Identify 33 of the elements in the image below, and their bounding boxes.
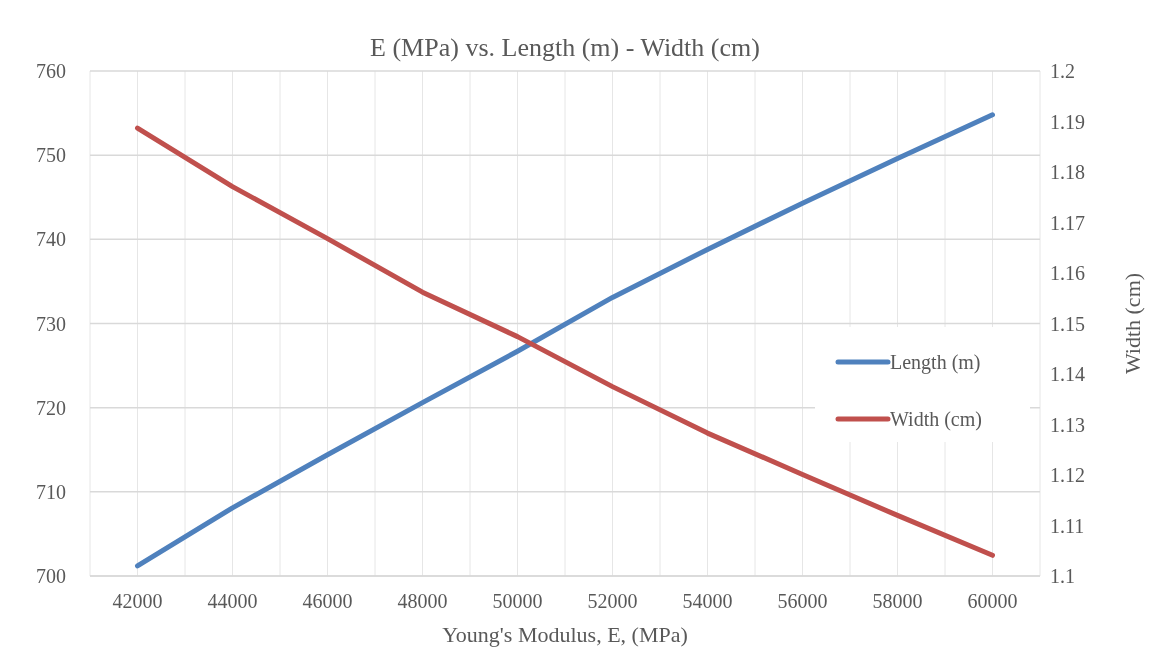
chart-title: E (MPa) vs. Length (m) - Width (cm): [370, 33, 760, 62]
y-tick-label: 740: [36, 228, 66, 251]
x-tick-label: 50000: [492, 590, 543, 612]
x-tick-label: 58000: [872, 590, 923, 612]
y2-axis-title: Width (cm): [1120, 272, 1145, 375]
x-tick-label: 54000: [682, 590, 733, 612]
x-tick-label: 52000: [587, 590, 638, 612]
y2-tick-label: 1.2: [1050, 60, 1075, 82]
x-tick-label: 44000: [207, 590, 258, 612]
legend-label: Width (cm): [890, 408, 982, 431]
y-tick-label: 720: [36, 396, 66, 419]
y2-tick-label: 1.14: [1050, 363, 1085, 385]
y2-tick-label: 1.18: [1050, 161, 1085, 183]
y2-tick-label: 1.17: [1050, 211, 1085, 234]
x-tick-label: 48000: [397, 590, 448, 612]
y2-tick-label: 1.15: [1050, 312, 1085, 335]
y2-tick-label: 1.1: [1050, 565, 1075, 587]
y2-tick-label: 1.13: [1050, 413, 1085, 436]
x-axis-title: Young's Modulus, E, (MPa): [442, 622, 688, 647]
y2-tick-label: 1.12: [1050, 464, 1085, 486]
y-tick-label: 700: [36, 565, 66, 587]
x-tick-label: 60000: [967, 590, 1018, 612]
x-tick-label: 56000: [777, 590, 828, 612]
legend-label: Length (m): [890, 351, 981, 374]
y-tick-label: 710: [36, 480, 66, 503]
y2-tick-label: 1.19: [1050, 110, 1085, 133]
y-tick-label: 730: [36, 312, 66, 335]
y2-tick-label: 1.11: [1050, 514, 1085, 537]
x-tick-label: 46000: [302, 590, 353, 612]
y-tick-label: 760: [36, 60, 66, 82]
y-tick-label: 750: [36, 144, 66, 167]
x-tick-label: 42000: [112, 590, 163, 612]
y2-tick-label: 1.16: [1050, 262, 1085, 284]
